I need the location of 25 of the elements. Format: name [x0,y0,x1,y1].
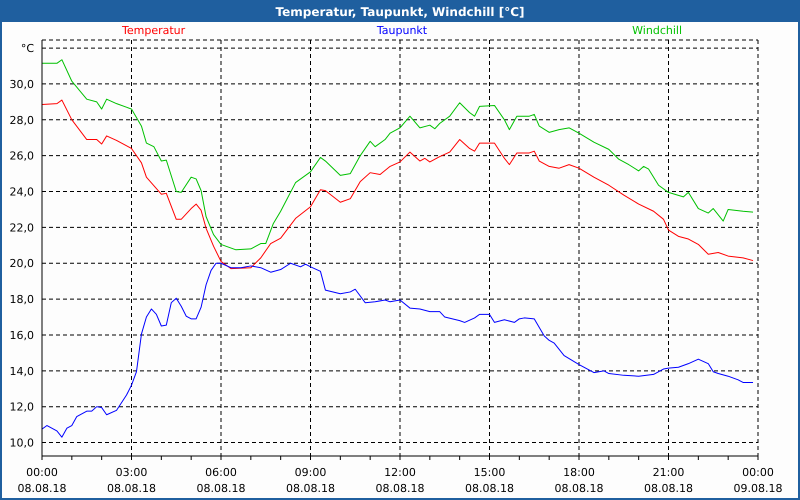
x-tick-label: 12:00 08.08.18 [376,466,424,495]
y-tick-label: 24,0 [10,186,34,199]
y-tick-label: 20,0 [10,257,34,270]
x-tick-label: 03:00 08.08.18 [107,466,156,495]
x-tick-label: 00:00 08.08.18 [18,466,66,495]
y-tick-label: 10,0 [10,436,34,450]
text: Temperatur [121,24,186,39]
y-tick-label: °C [20,42,34,56]
x-tick-label: 18:00 08.08.18 [554,466,604,495]
y-tick-label: 26,0 [10,150,34,163]
x-tick-label: 09:00 08.08.18 [286,466,335,495]
x-tick-label: 00:00 09.08.18 [734,466,782,495]
x-tick-label: 21:00 08.08.18 [644,466,693,495]
text: Taupunkt [376,24,428,39]
y-tick-label: 16,0 [10,328,34,342]
y-tick-label: 28,0 [10,114,34,127]
y-tick-label: 18,0 [10,293,34,306]
y-tick-label: 22,0 [10,221,34,234]
text: Windchill [631,24,684,39]
y-tick-label: 30,0 [10,78,34,91]
x-tick-label: 15:00 08.08.18 [465,466,514,495]
y-tick-label: 12,0 [10,400,34,414]
chart-title: Temperatur, Taupunkt, Windchill [°C] [274,4,526,21]
x-tick-label: 06:00 08.08.18 [196,466,246,495]
y-tick-label: 14,0 [10,364,34,378]
